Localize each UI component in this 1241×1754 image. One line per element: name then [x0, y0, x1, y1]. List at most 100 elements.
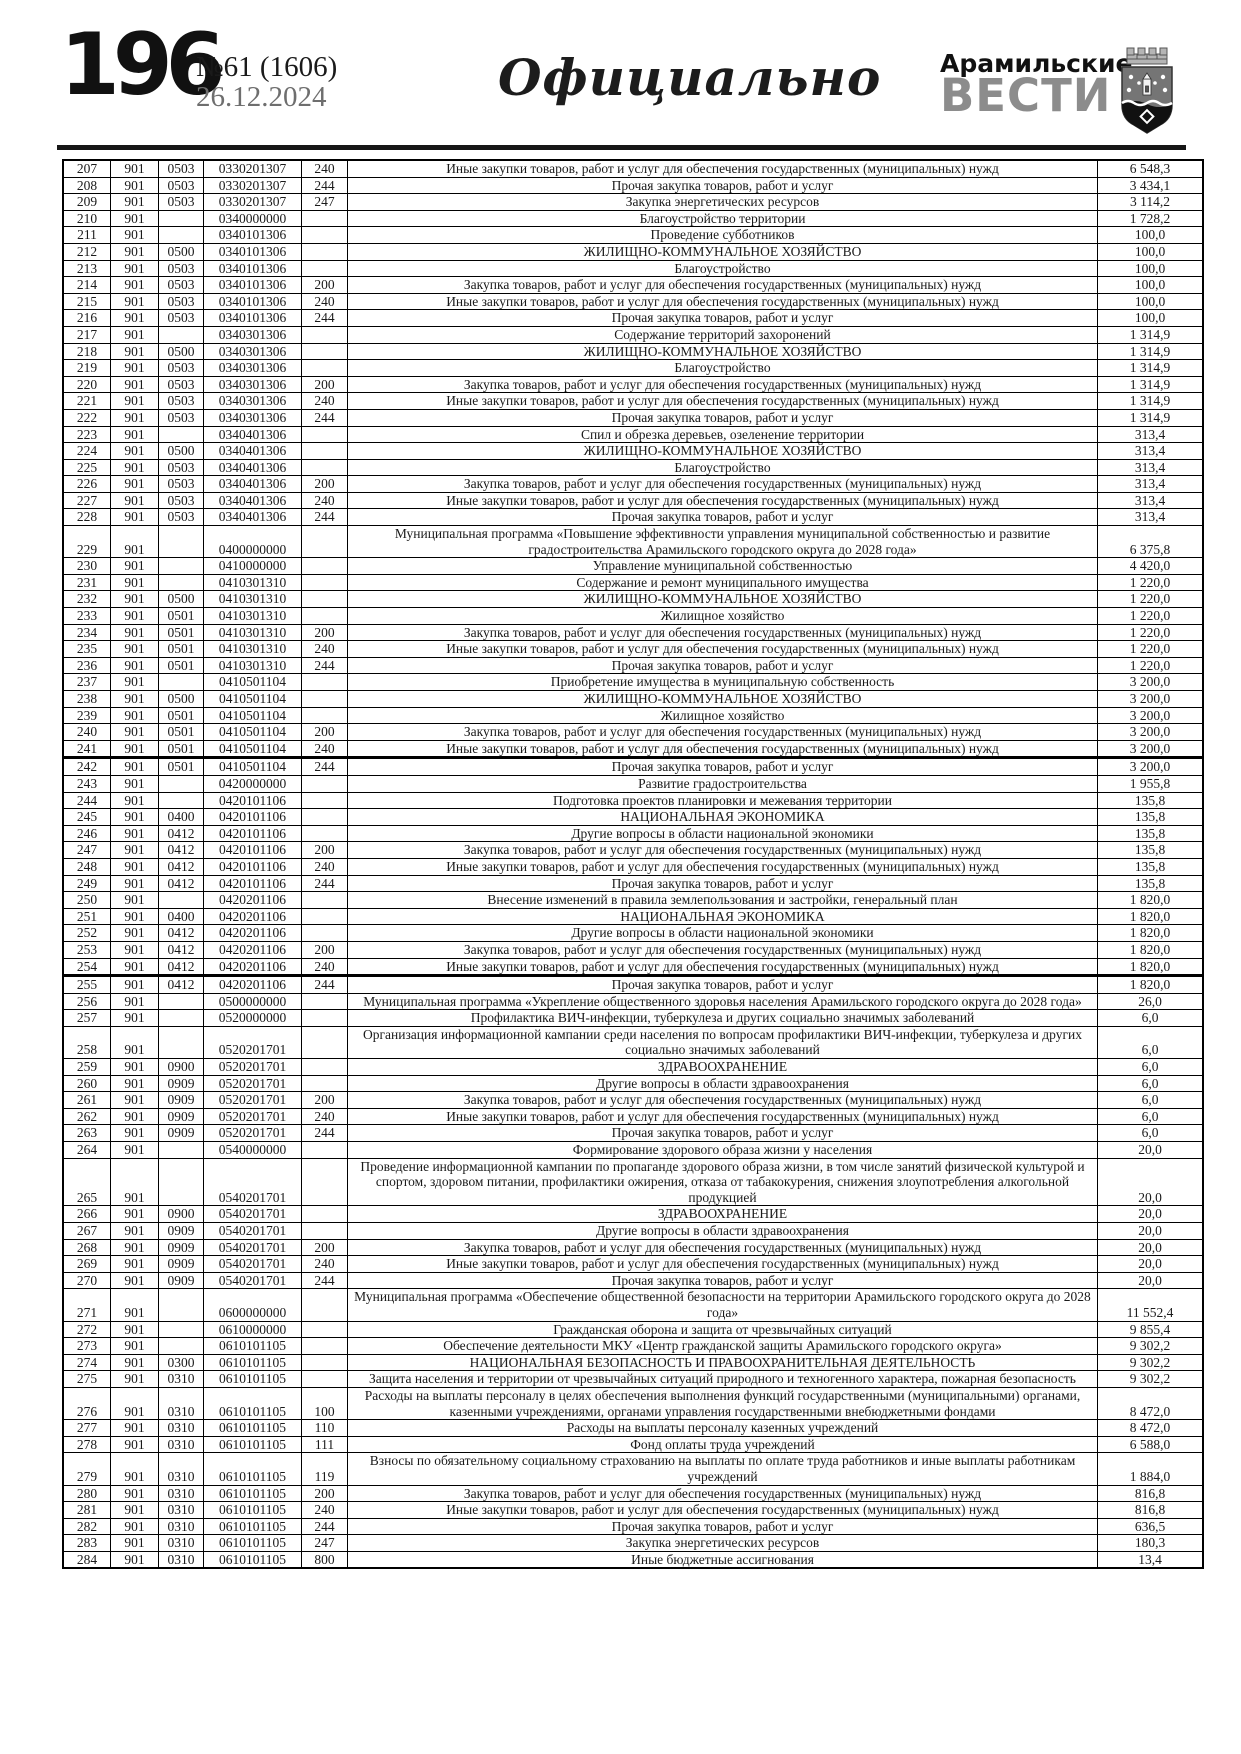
grbs-code: 901: [110, 1141, 159, 1159]
expense-type-code: [301, 557, 348, 575]
program-code: 0610101105: [203, 1435, 302, 1454]
grbs-code: 901: [110, 1337, 159, 1355]
expense-type-code: [301, 442, 348, 460]
section-code: 0503: [158, 359, 204, 377]
amount: 1 820,0: [1097, 924, 1204, 942]
program-code: 0340101306: [203, 259, 302, 278]
program-code: 0340401306: [203, 425, 302, 444]
amount: 1 728,2: [1097, 209, 1204, 228]
expense-type-code: [301, 992, 348, 1011]
table-row: 255 901 0412 0420201106 244 Прочая закупка то…: [62, 974, 1204, 994]
expense-type-code: 240: [301, 159, 348, 178]
expense-name: Закупка товаров, работ и услуг для обесп…: [347, 375, 1098, 394]
expense-type-code: [301, 209, 348, 228]
row-number: 265: [62, 1157, 111, 1207]
grbs-code: 901: [110, 1288, 159, 1322]
table-row: 264 901 0540000000 Формирование здорового о…: [62, 1141, 1204, 1159]
table-row: 253 901 0412 0420201106 200 Закупка товаров, …: [62, 940, 1204, 959]
header-divider: [57, 145, 1186, 150]
expense-type-code: [301, 1337, 348, 1355]
program-code: 0600000000: [203, 1288, 302, 1322]
table-row: 274 901 0300 0610101105 НАЦИОНАЛЬНАЯ БЕЗОПАС…: [62, 1353, 1204, 1372]
row-number: 279: [62, 1452, 111, 1486]
page-header: 196 №61 (1606) 26.12.2024 Официально Ара…: [0, 0, 1241, 146]
expense-name: Закупка товаров, работ и услуг для обесп…: [347, 276, 1098, 294]
section-code: 0503: [158, 292, 204, 311]
section-code: 0310: [158, 1534, 204, 1552]
section-code: [158, 425, 204, 444]
amount: 20,0: [1097, 1238, 1204, 1257]
amount: 816,8: [1097, 1484, 1204, 1503]
section-code: [158, 557, 204, 575]
table-row: 262 901 0909 0520201701 240 Иные закупки това…: [62, 1107, 1204, 1126]
expense-name: Другие вопросы в области национальной эк…: [347, 924, 1098, 942]
section-code: [158, 525, 204, 559]
row-number: 262: [62, 1107, 111, 1126]
expense-name: Закупка товаров, работ и услуг для обесп…: [347, 1091, 1098, 1109]
grbs-code: 901: [110, 974, 159, 994]
program-code: 0420201106: [203, 924, 302, 942]
expense-type-code: [301, 259, 348, 278]
section-code: 0300: [158, 1353, 204, 1372]
grbs-code: 901: [110, 824, 159, 843]
expense-name: Муниципальная программа «Обеспечение общ…: [347, 1288, 1098, 1322]
expense-type-code: 247: [301, 1534, 348, 1552]
program-code: 0340401306: [203, 442, 302, 460]
section-code: 0909: [158, 1124, 204, 1143]
section-code: [158, 325, 204, 344]
grbs-code: 901: [110, 458, 159, 477]
amount: 1 820,0: [1097, 957, 1204, 977]
section-code: 0310: [158, 1386, 204, 1421]
expense-type-code: 240: [301, 1501, 348, 1519]
section-code: 0412: [158, 824, 204, 843]
grbs-code: 901: [110, 408, 159, 427]
amount: 9 855,4: [1097, 1320, 1204, 1339]
amount: 1 314,9: [1097, 359, 1204, 377]
table-row: 228 901 0503 0340401306 244 Прочая закупка то…: [62, 508, 1204, 527]
city-emblem-icon: [1121, 47, 1173, 134]
expense-type-code: [301, 525, 348, 559]
expense-name: Иные закупки товаров, работ и услуг для …: [347, 159, 1098, 178]
section-code: 0503: [158, 159, 204, 178]
program-code: 0420101106: [203, 808, 302, 826]
grbs-code: 901: [110, 573, 159, 592]
grbs-code: 901: [110, 940, 159, 959]
expense-type-code: [301, 242, 348, 261]
expense-name: ЗДРАВООХРАНЕНИЕ: [347, 1058, 1098, 1076]
section-code: 0501: [158, 706, 204, 725]
table-row: 272 901 0610000000 Гражданская оборона и за…: [62, 1320, 1204, 1339]
program-code: 0540201701: [203, 1205, 302, 1223]
table-row: 211 901 0340101306 Проведение субботников 10…: [62, 226, 1204, 244]
section-code: 0503: [158, 193, 204, 211]
table-row: 247 901 0412 0420101106 200 Закупка товаров, …: [62, 841, 1204, 859]
expense-type-code: 244: [301, 1517, 348, 1536]
section-code: 0909: [158, 1255, 204, 1273]
expense-name: Иные закупки товаров, работ и услуг для …: [347, 957, 1098, 977]
program-code: 0420101106: [203, 874, 302, 893]
grbs-code: 901: [110, 1484, 159, 1503]
table-row: 260 901 0909 0520201701 Другие вопросы в обл…: [62, 1074, 1204, 1093]
amount: 6,0: [1097, 1058, 1204, 1076]
section-code: 0500: [158, 442, 204, 460]
row-number: 250: [62, 891, 111, 909]
expense-name: Прочая закупка товаров, работ и услуг: [347, 408, 1098, 427]
table-row: 256 901 0500000000 Муниципальная программа …: [62, 992, 1204, 1011]
table-row: 277 901 0310 0610101105 110 Расходы на выплат…: [62, 1419, 1204, 1437]
section-code: 0503: [158, 475, 204, 493]
expense-name: ЖИЛИЩНО-КОММУНАЛЬНОЕ ХОЗЯЙСТВО: [347, 242, 1098, 261]
row-number: 230: [62, 557, 111, 575]
amount: 20,0: [1097, 1255, 1204, 1273]
row-number: 248: [62, 857, 111, 876]
amount: 20,0: [1097, 1205, 1204, 1223]
table-row: 215 901 0503 0340101306 240 Иные закупки това…: [62, 292, 1204, 311]
expense-type-code: [301, 342, 348, 361]
grbs-code: 901: [110, 392, 159, 410]
row-number: 239: [62, 706, 111, 725]
expense-type-code: 244: [301, 756, 348, 776]
expense-type-code: 800: [301, 1550, 348, 1569]
expense-name: Обеспечение деятельности МКУ «Центр граж…: [347, 1337, 1098, 1355]
grbs-code: 901: [110, 739, 159, 759]
expense-name: Иные закупки товаров, работ и услуг для …: [347, 491, 1098, 510]
program-code: 0420201106: [203, 891, 302, 909]
expense-name: Прочая закупка товаров, работ и услуг: [347, 1271, 1098, 1290]
